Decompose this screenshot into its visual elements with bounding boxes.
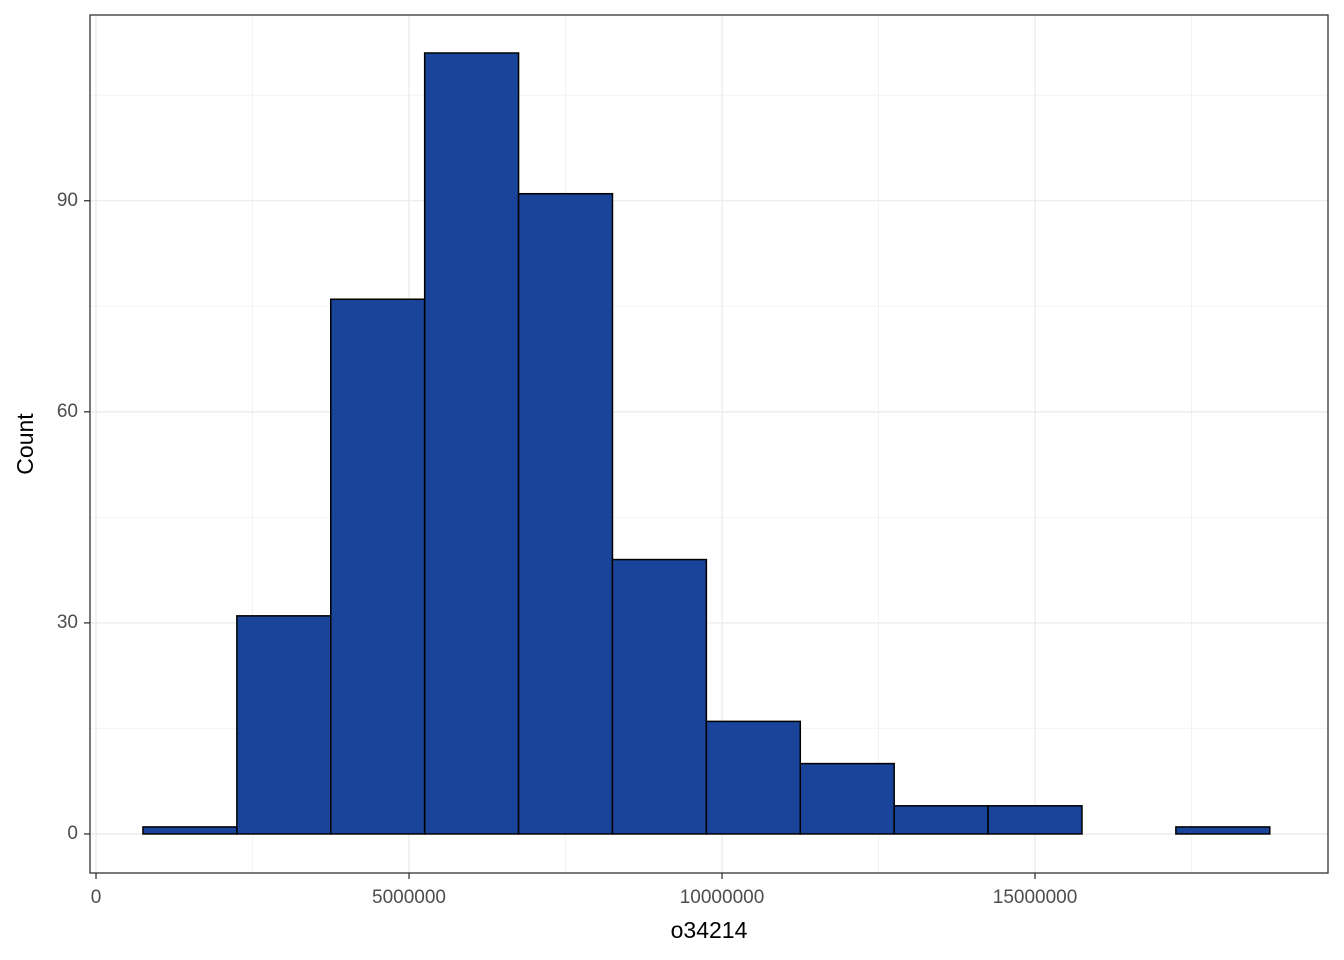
- bar: [799, 762, 895, 835]
- bar: [142, 826, 238, 835]
- bar: [611, 558, 708, 835]
- bar: [987, 805, 1083, 835]
- y-tick-label: 60: [57, 401, 78, 422]
- y-tick-label: 30: [57, 612, 78, 633]
- bar: [330, 298, 426, 835]
- x-axis-title: o34214: [671, 917, 748, 943]
- y-tick-label: 0: [67, 823, 78, 844]
- bar: [1175, 826, 1271, 835]
- x-tick-label: 5000000: [372, 887, 446, 908]
- y-tick-label: 90: [57, 190, 78, 211]
- bar: [705, 720, 802, 835]
- bar: [423, 52, 520, 835]
- x-tick-label: 0: [91, 887, 102, 908]
- bar: [517, 192, 614, 835]
- bar: [893, 805, 989, 835]
- bar: [236, 615, 332, 835]
- y-axis-title: Count: [12, 413, 38, 475]
- x-tick-label: 10000000: [680, 887, 765, 908]
- plot-border: [89, 14, 1329, 874]
- x-tick-label: 15000000: [993, 887, 1078, 908]
